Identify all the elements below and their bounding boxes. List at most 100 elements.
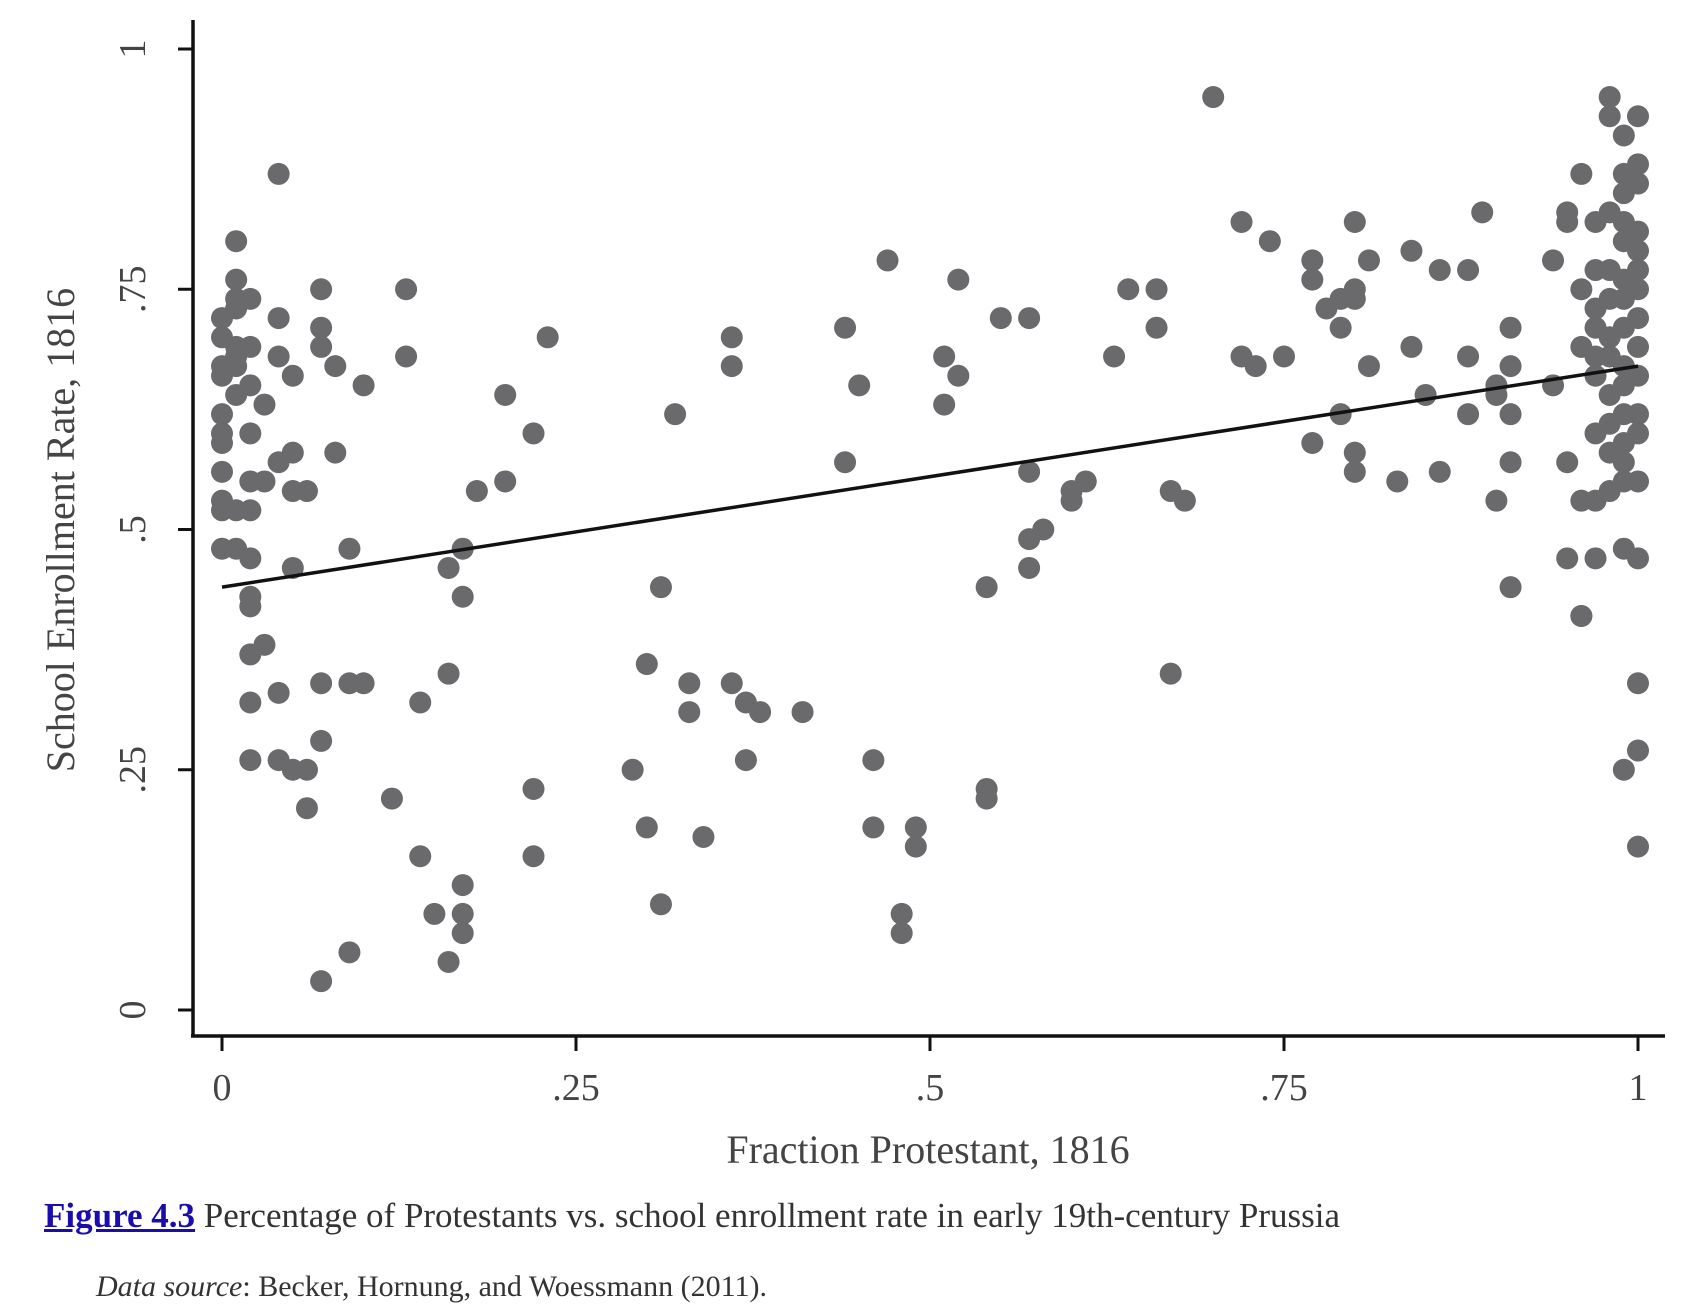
data-point-229 <box>1627 403 1649 426</box>
data-point-82 <box>522 845 545 868</box>
data-point-35 <box>267 307 290 330</box>
data-point-41 <box>281 364 304 387</box>
data-point-225 <box>1627 278 1649 301</box>
figure-link[interactable]: Figure 4.3 <box>44 1196 196 1235</box>
data-point-104 <box>862 816 885 839</box>
data-point-159 <box>1457 259 1480 282</box>
data-point-215 <box>1612 451 1635 474</box>
data-point-148 <box>1357 249 1380 272</box>
data-point-95 <box>720 672 743 695</box>
data-point-60 <box>352 672 375 695</box>
data-point-101 <box>848 374 871 397</box>
data-point-4 <box>211 403 233 426</box>
data-point-134 <box>1230 210 1253 233</box>
data-point-23 <box>239 374 262 397</box>
data-point-53 <box>310 316 333 339</box>
data-point-118 <box>1018 307 1041 330</box>
data-point-85 <box>635 653 658 676</box>
data-point-108 <box>904 816 927 839</box>
data-point-97 <box>749 701 772 724</box>
y-tick-label-0: 0 <box>112 1001 154 1020</box>
data-point-188 <box>1584 364 1607 387</box>
data-point-176 <box>1570 162 1593 185</box>
data-point-90 <box>678 672 701 695</box>
caption-text: Percentage of Protestants vs. school enr… <box>195 1196 1340 1235</box>
data-point-140 <box>1301 249 1324 272</box>
data-point-88 <box>664 403 687 426</box>
y-tick-label-1: .25 <box>112 746 154 794</box>
fit-line <box>221 364 1639 589</box>
data-point-156 <box>1414 383 1437 406</box>
y-tick-label-3: .75 <box>112 266 154 314</box>
x-tick-label-0: 0 <box>213 1067 232 1109</box>
data-point-161 <box>1457 403 1480 426</box>
data-point-122 <box>1018 556 1041 579</box>
data-point-21 <box>239 287 262 310</box>
data-point-231 <box>1627 470 1649 493</box>
data-point-168 <box>1499 403 1522 426</box>
data-point-27 <box>239 547 262 570</box>
data-point-146 <box>1343 210 1366 233</box>
data-point-167 <box>1499 355 1522 378</box>
data-source-text: : Becker, Hornung, and Woessmann (2011). <box>242 1270 767 1303</box>
data-point-79 <box>494 470 517 493</box>
data-point-47 <box>295 797 318 820</box>
data-point-69 <box>437 556 460 579</box>
data-point-162 <box>1471 201 1494 224</box>
data-point-54 <box>310 335 333 358</box>
data-point-125 <box>1074 470 1097 493</box>
data-point-169 <box>1499 451 1522 474</box>
data-point-230 <box>1627 422 1649 445</box>
data-point-39 <box>253 470 276 493</box>
data-point-171 <box>1542 249 1565 272</box>
data-point-15 <box>225 355 248 378</box>
data-point-34 <box>267 162 290 185</box>
data-point-91 <box>678 701 701 724</box>
data-point-149 <box>1343 287 1366 310</box>
data-point-73 <box>451 874 474 897</box>
data-point-6 <box>211 432 233 455</box>
data-point-111 <box>933 393 956 416</box>
data-point-56 <box>324 441 347 464</box>
data-point-112 <box>947 268 970 291</box>
data-point-99 <box>791 701 814 724</box>
x-tick-label-3: .75 <box>1260 1067 1308 1109</box>
data-point-61 <box>352 374 375 397</box>
data-point-151 <box>1343 441 1366 464</box>
x-axis-title: Fraction Protestant, 1816 <box>726 1127 1129 1172</box>
data-point-152 <box>1343 460 1366 483</box>
ticks-layer: 0 .25 .5 .75 1 0 .25 .5 .75 1 <box>112 40 1648 1110</box>
data-source-label: Data source <box>96 1270 243 1303</box>
data-point-100 <box>834 316 857 339</box>
data-point-218 <box>1612 758 1635 781</box>
data-point-65 <box>395 278 418 301</box>
data-point-49 <box>310 729 333 752</box>
data-point-222 <box>1627 220 1649 243</box>
data-point-221 <box>1627 172 1649 195</box>
data-point-126 <box>1103 345 1126 368</box>
data-point-57 <box>338 537 361 560</box>
data-point-224 <box>1627 259 1649 282</box>
data-point-153 <box>1400 239 1423 262</box>
data-point-142 <box>1301 432 1324 455</box>
data-point-166 <box>1499 316 1522 339</box>
data-point-107 <box>890 922 913 945</box>
data-point-228 <box>1627 364 1649 387</box>
data-point-68 <box>423 902 446 925</box>
data-point-193 <box>1598 105 1621 128</box>
data-point-32 <box>239 691 262 714</box>
data-point-226 <box>1627 307 1649 330</box>
data-point-74 <box>451 902 474 925</box>
data-point-43 <box>281 556 304 579</box>
data-point-87 <box>649 576 672 599</box>
data-point-75 <box>451 922 474 945</box>
data-point-223 <box>1627 239 1649 262</box>
data-point-98 <box>734 749 757 772</box>
data-point-58 <box>310 672 333 695</box>
data-point-174 <box>1556 210 1579 233</box>
y-tick-label-2: .5 <box>112 515 154 544</box>
data-point-55 <box>324 355 347 378</box>
data-point-143 <box>1329 316 1352 339</box>
data-point-17 <box>211 460 233 483</box>
data-point-116 <box>975 787 998 810</box>
